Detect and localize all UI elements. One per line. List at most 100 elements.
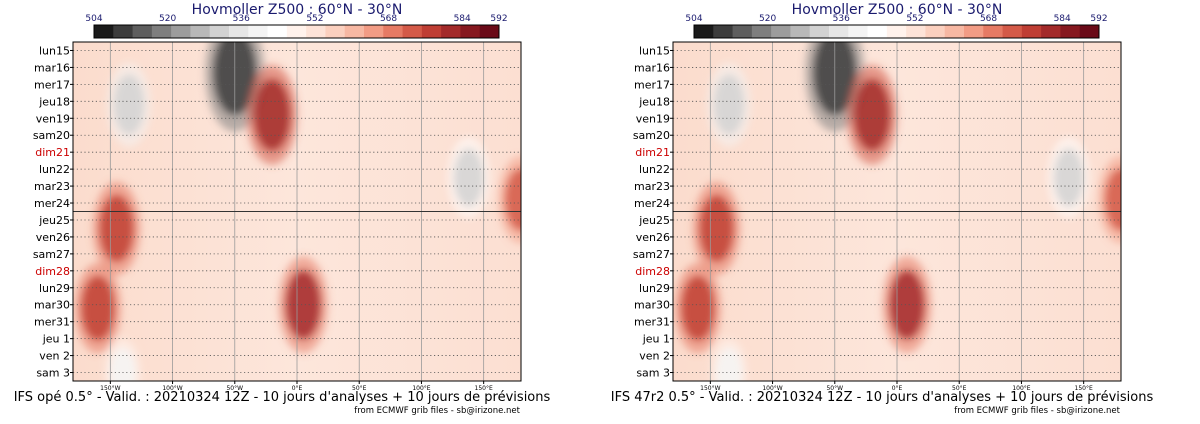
anomaly-core [81,275,115,341]
colorbar-tick-label: 520 [759,14,776,24]
footer-caption: IFS 47r2 0.5° - Valid. : 20210324 12Z - … [611,390,1154,405]
y-day-label: mar30 [634,299,670,312]
field-anomalies [74,42,521,381]
x-tick-label: 150°E [1075,385,1093,392]
colorbar-tick-label: 568 [980,14,997,24]
chart-title: Hovmoller Z500 : 60°N - 30°N [192,2,403,18]
x-tick-label: 0°E [292,385,303,392]
colorbar-swatch [694,25,714,38]
anomaly-core [285,270,321,340]
colorbar-tick-label: 504 [85,14,102,24]
anomaly-core [699,195,734,262]
colorbar-swatch [944,25,965,38]
colorbar-swatch [848,25,869,38]
colorbar-swatch [402,25,423,38]
x-tick-label: 150°W [100,385,120,392]
colorbar-swatch [306,25,326,38]
colorbar-swatch [209,25,230,38]
y-day-label: ven 2 [39,350,70,363]
x-tick-label: 100°E [412,385,430,392]
colorbar-swatch [1079,25,1100,38]
colorbar-frame [93,24,500,39]
plot-frame [672,41,1122,382]
x-tick-label: 50°E [352,385,367,392]
footer-caption: IFS opé 0.5° - Valid. : 20210324 12Z - 1… [14,390,551,405]
plot-frame [72,41,522,382]
y-day-label: mar16 [34,61,70,74]
colorbar-swatch [751,25,772,38]
colorbar-swatch [867,25,888,38]
x-tick-label: 0°E [892,385,903,392]
colorbar-swatch [267,25,288,38]
hovmoller-panel-left: Hovmoller Z500 : 60°N - 30°N 504 520 536 552… [14,2,551,416]
colorbar-swatch [229,25,249,38]
colorbar-swatch [925,25,946,38]
colorbar-swatch [790,25,811,38]
colorbar-swatch [151,25,172,38]
colorbar-swatch [460,25,481,38]
y-day-label: mer31 [634,316,670,329]
colorbar-swatch [906,25,926,38]
anomaly-core [99,195,134,262]
colorbar-swatch [421,25,442,38]
x-tick-label: 50°E [952,385,967,392]
y-day-label: jeu25 [638,214,670,227]
anomaly-core [113,74,145,135]
colorbar-swatch [113,25,134,38]
anomaly-core [254,79,291,151]
x-tick-label: 100°W [162,385,182,392]
colorbar-frame [693,24,1100,39]
y-day-label: mar16 [634,61,670,74]
colorbar-tick-label: 504 [685,14,702,24]
colorbar-swatch [286,25,307,38]
colorbar-swatch [809,25,830,38]
colorbar-swatch [325,25,346,38]
anomaly-core [109,347,136,381]
y-day-label: mer24 [634,197,670,210]
hovmoller-chart-right: Hovmoller Z500 : 60°N - 30°N 504 520 536 552… [611,2,1154,416]
y-day-label: jeu25 [38,214,70,227]
anomaly-core [889,270,925,340]
y-day-label: mer17 [34,78,70,91]
y-day-label: ven 2 [639,350,670,363]
colorbar-tick-label: 536 [833,14,850,24]
colorbar-tick-label: 584 [454,14,471,24]
hovmoller-panel-right: Hovmoller Z500 : 60°N - 30°N 504 520 536 552… [600,0,1200,424]
y-day-label: lun15 [39,44,70,57]
y-day-label: sam 3 [636,367,670,380]
geopotential-field [73,42,521,381]
y-day-label: sam20 [633,129,670,142]
hovmoller-chart-left: Hovmoller Z500 : 60°N - 30°N 504 520 536 552… [14,2,551,416]
colorbar-tick-label: 552 [906,14,923,24]
colorbar-tick-label: 520 [159,14,176,24]
colorbar-swatch [886,25,907,38]
colorbar-swatch [713,25,734,38]
colorbar-swatch [771,25,791,38]
y-day-label: jeu 1 [642,333,670,346]
y-day-label: ven19 [36,112,70,125]
anomaly-core [713,74,745,135]
y-day-label: mer31 [34,316,70,329]
y-day-label: lun22 [39,163,70,176]
colorbar-swatch [441,25,461,38]
colorbar-tick-label: 592 [1090,14,1107,24]
anomaly-core [1105,168,1121,231]
y-day-label: mar30 [34,299,70,312]
x-tick-label: 50°W [226,385,243,392]
y-day-label: ven26 [36,231,70,244]
colorbar-swatch [383,25,404,38]
geopotential-field [673,42,1121,381]
x-tick-label: 150°W [700,385,720,392]
y-day-label: lun29 [39,282,70,295]
y-day-label: ven19 [636,112,670,125]
y-day-label: sam27 [633,248,670,261]
colorbar-swatch [171,25,191,38]
colorbar-swatch [983,25,1004,38]
y-day-label: sam20 [33,129,70,142]
colorbar-swatch [1002,25,1023,38]
y-day-label: dim28 [35,265,70,278]
x-tick-label: 100°W [762,385,782,392]
colorbar-swatch [1060,25,1081,38]
anomaly-core [854,79,891,151]
y-day-label: sam 3 [36,367,70,380]
